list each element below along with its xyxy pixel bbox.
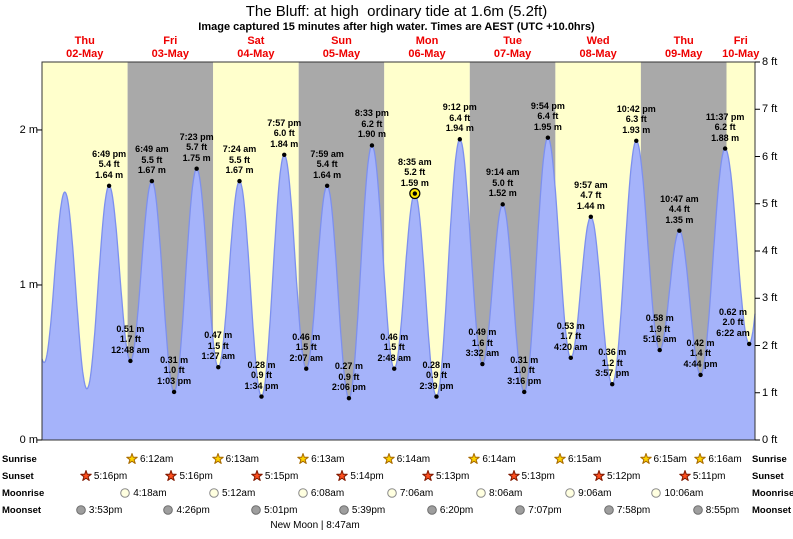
tide-point-dot xyxy=(677,228,682,233)
tide-point-dot xyxy=(128,358,133,364)
tide-point-dot xyxy=(522,389,527,395)
tide-point-dot xyxy=(500,202,505,207)
tide-point-dot xyxy=(412,191,418,196)
moon-phase-note: New Moon | 8:47am xyxy=(270,520,360,531)
tide-point-dot xyxy=(392,366,397,371)
chart-subtitle: Image captured 15 minutes after high wat… xyxy=(198,21,595,33)
tide-point-dot xyxy=(722,146,728,151)
tide-point-dot xyxy=(610,381,615,387)
tide-point-dot xyxy=(216,364,221,370)
tide-point-dot xyxy=(106,183,112,188)
tide-point-dot xyxy=(282,152,287,157)
chart-title: The Bluff: at high ordinary tide at 1.6m… xyxy=(245,3,548,20)
tide-point-dot xyxy=(259,394,264,399)
tide-point-dot xyxy=(149,178,155,184)
tide-point-dot xyxy=(194,166,199,171)
tide-point-dot xyxy=(457,137,463,142)
tide-point-dot xyxy=(746,341,752,347)
tide-point-dot xyxy=(346,395,352,401)
tide-point-dot xyxy=(657,347,662,353)
tide-point-dot xyxy=(634,138,639,144)
tide-point-dot xyxy=(568,355,573,361)
tide-point-dot xyxy=(171,389,177,395)
tide-point-dot xyxy=(369,143,375,148)
tide-point-dot xyxy=(698,372,703,378)
tide-point-dot xyxy=(588,214,594,219)
tide-point-dot xyxy=(324,183,330,188)
tide-point-dot xyxy=(434,394,439,399)
tide-point-dot xyxy=(237,178,242,184)
tide-point-dot xyxy=(545,135,551,140)
tide-point-dot xyxy=(480,361,485,367)
tide-point-dot xyxy=(304,366,309,371)
